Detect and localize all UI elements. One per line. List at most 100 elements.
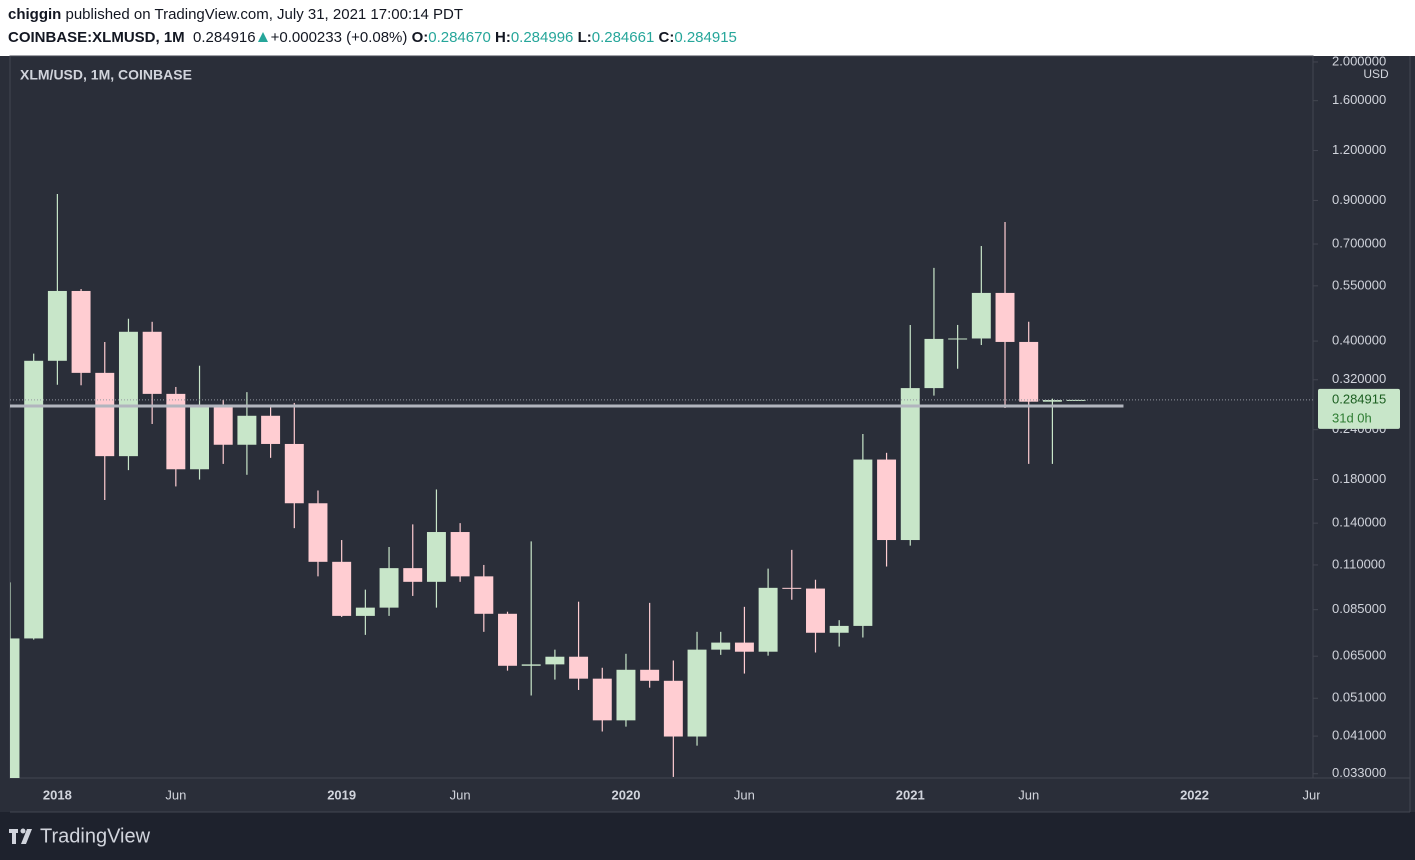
y-tick-label: 0.550000 [1332, 277, 1386, 292]
candle-body [711, 642, 731, 650]
y-tick-label: 0.900000 [1332, 192, 1386, 207]
x-tick-label: Jun [450, 787, 471, 802]
candle-body [900, 388, 920, 541]
publisher: chiggin [8, 6, 62, 23]
ohlc-label: C: [658, 29, 675, 46]
y-tick-label: 0.180000 [1332, 471, 1386, 486]
x-tick-label: 2020 [612, 787, 641, 802]
candle-body [734, 642, 754, 652]
candle-body [758, 587, 778, 652]
y-tick-label: 1.200000 [1332, 142, 1386, 157]
candle-body [237, 415, 257, 445]
y-tick-label: 0.320000 [1332, 371, 1386, 386]
candle-body [10, 638, 20, 778]
logo-part [12, 829, 16, 844]
ohlc-value: 0.284670 [428, 29, 491, 46]
ohlc-label: L: [577, 29, 592, 46]
x-tick-label: Jun [1018, 787, 1039, 802]
candle-body [47, 290, 67, 361]
candle-body [355, 607, 375, 616]
price-box [1318, 388, 1400, 429]
x-tick-label: Jun [734, 787, 755, 802]
candle-body [118, 331, 138, 457]
candle-body [284, 443, 304, 504]
candle-body [379, 568, 399, 608]
y-tick-label: 0.700000 [1332, 235, 1386, 250]
candle-body [592, 678, 612, 721]
candle-body [71, 290, 91, 373]
x-tick-label: 2019 [327, 787, 356, 802]
ohlc-value: 0.284915 [674, 29, 737, 46]
countdown: 31d 0h [1332, 410, 1372, 425]
candle-body [616, 669, 636, 721]
candle-body [190, 406, 210, 470]
price-label: 0.284915 [1332, 391, 1386, 406]
candle-body [853, 459, 873, 626]
candle-body [24, 360, 44, 639]
candle-body [569, 656, 589, 679]
brand: TradingView [40, 825, 151, 847]
candle-body [95, 372, 115, 457]
candle-body [687, 649, 707, 737]
candle-body [829, 625, 849, 633]
candle-body [1019, 341, 1039, 402]
candle-body [877, 459, 897, 541]
header: chiggin published on TradingView.com, Ju… [0, 0, 1415, 56]
candle-body [1042, 400, 1062, 402]
logo [9, 828, 32, 844]
publish-line: chiggin published on TradingView.com, Ju… [8, 6, 463, 23]
candle-body [995, 292, 1015, 342]
y-tick-label: 0.110000 [1332, 556, 1385, 571]
symbol: COINBASE:XLMUSD, 1M [8, 29, 185, 46]
candle-body [308, 503, 328, 562]
candle-body [261, 415, 281, 444]
candle-body [521, 664, 541, 666]
ohlc-label: H: [494, 29, 511, 46]
candle-body [403, 568, 423, 582]
y-tick-label: 0.051000 [1332, 690, 1386, 705]
candle-body [948, 338, 968, 340]
candle-body [971, 292, 991, 339]
y-tick-label: 0.065000 [1332, 648, 1386, 663]
footer-bg [0, 812, 1415, 860]
y-tick-label: 2.000000 [1332, 53, 1386, 68]
x-tick-label: 2022 [1180, 787, 1209, 802]
candle-body [545, 656, 565, 665]
published: published on TradingView.com, July 31, 2… [65, 6, 463, 23]
candle-body [498, 613, 517, 666]
ohlc: O:0.284670 H:0.284996 L:0.284661 C:0.284… [412, 29, 737, 46]
y-tick-label: 0.041000 [1332, 728, 1386, 743]
up-arrow [257, 32, 268, 42]
y-tick-label: 0.400000 [1332, 333, 1386, 348]
candle-body [924, 338, 944, 389]
x-tick-label: Jun [165, 787, 186, 802]
ohlc-value: 0.284996 [510, 29, 574, 46]
symbol-line: COINBASE:XLMUSD, 1M 0.284916 +0.000233 (+… [8, 29, 737, 46]
y-tick-label: 0.140000 [1332, 515, 1386, 530]
logo-part [20, 828, 26, 834]
ohlc-value: 0.284661 [591, 29, 655, 46]
candle-body [332, 561, 352, 616]
x-tick-label: 2021 [896, 787, 925, 802]
candle-body [806, 588, 825, 633]
candle-body [142, 331, 162, 394]
candle-body [782, 587, 802, 589]
x-tick-label: Jun [1303, 787, 1324, 802]
currency: USD [1363, 67, 1389, 81]
change: +0.000233 (+0.08%) [270, 29, 408, 46]
candle-body [166, 393, 186, 470]
candle-body [426, 532, 446, 582]
y-tick-label: 0.085000 [1332, 601, 1386, 616]
x-tick-label: 2018 [43, 787, 72, 802]
last: 0.284916 [193, 29, 256, 46]
candle-body [1066, 399, 1086, 401]
ohlc-label: O: [411, 29, 429, 46]
candle-body [474, 576, 494, 614]
y-tick-label: 1.600000 [1332, 92, 1386, 107]
candle-body [450, 532, 470, 577]
chart-title: XLM/USD, 1M, COINBASE [20, 67, 192, 83]
candle-body [663, 680, 683, 737]
y-tick-label: 0.033000 [1332, 765, 1386, 780]
